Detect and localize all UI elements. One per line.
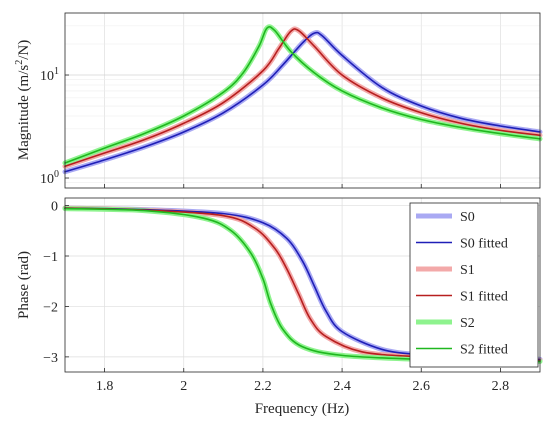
phase-y-ticks: 0 −1 −2 −3 [43,200,69,366]
legend-label-s0: S0 [460,210,475,225]
x-tick-label: 2.6 [413,379,431,394]
magnitude-ylabel-sup: 2 [14,60,25,65]
x-tick-label: 1.8 [96,379,114,394]
magnitude-plot-area [65,13,540,188]
magnitude-panel: 100 101 Magnitude (m/s2/N) [14,12,543,189]
phase-y-axis-label: Phase (rad) [16,251,32,319]
magnitude-grid [65,12,540,189]
x-tick-label: 2.8 [492,379,510,394]
magnitude-y-ticks: 100 101 [40,66,69,187]
magnitude-y-tick-label: 100 [40,169,59,187]
legend-box [409,202,539,368]
frequency-x-ticks: 1.8 2 2.2 2.4 2.6 2.8 [96,184,509,394]
legend-label-s1-fitted: S1 fitted [460,290,508,305]
phase-axes-box [64,197,541,373]
magnitude-ylabel-main: Magnitude (m/s [16,65,32,161]
phase-y-tick-label: −3 [43,351,58,366]
phase-y-tick-label: 0 [51,200,58,215]
magnitude-ylabel-tail: /N) [16,40,32,60]
legend-label-s2-fitted: S2 fitted [460,343,508,358]
legend-label-s2: S2 [460,316,475,331]
x-tick-label: 2.2 [254,379,272,394]
magnitude-series-s2-fitted [64,25,541,164]
x-tick-label: 2 [180,379,187,394]
magnitude-y-tick-label: 101 [40,66,59,84]
legend-label-s1: S1 [460,263,475,278]
magnitude-axes-box [64,12,541,189]
magnitude-y-axis-label: Magnitude (m/s2/N) [14,40,32,160]
magnitude-series [62,24,543,175]
frequency-x-axis-label: Frequency (Hz) [255,401,350,417]
x-tick-label: 2.4 [333,379,351,394]
legend-label-s0-fitted: S0 fitted [460,237,508,252]
magnitude-series-s0-fitted [64,31,541,173]
legend-items: S0 S0 fitted S1 S1 fitted S2 S2 fitted [416,210,508,358]
magnitude-series-s1-fitted [64,28,541,168]
phase-y-tick-label: −2 [43,300,58,315]
legend: S0 S0 fitted S1 S1 fitted S2 S2 fitted [409,202,539,368]
phase-y-tick-label: −1 [43,250,58,265]
phase-panel: 0 −1 −2 −3 1.8 2 2.2 2.4 2.6 2.8 Phase (rad) Fre… [16,184,543,417]
